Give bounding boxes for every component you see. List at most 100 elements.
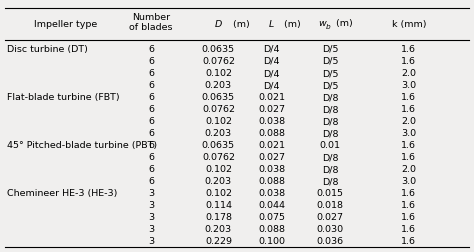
Text: 6: 6: [148, 117, 154, 125]
Text: 6: 6: [148, 81, 154, 90]
Text: 0.203: 0.203: [205, 129, 232, 138]
Text: b: b: [325, 24, 330, 30]
Text: D/4: D/4: [264, 45, 280, 54]
Text: 1.6: 1.6: [401, 45, 416, 54]
Text: 1.6: 1.6: [401, 57, 416, 66]
Text: (m): (m): [333, 19, 353, 28]
Text: 0.0762: 0.0762: [202, 57, 235, 66]
Text: 0.0635: 0.0635: [202, 45, 235, 54]
Text: D/8: D/8: [322, 129, 338, 138]
Text: 1.6: 1.6: [401, 212, 416, 222]
Text: 3: 3: [148, 212, 154, 222]
Text: 1.6: 1.6: [401, 236, 416, 245]
Text: Number: Number: [132, 13, 170, 22]
Text: 6: 6: [148, 129, 154, 138]
Text: L: L: [269, 20, 274, 29]
Text: D: D: [215, 20, 222, 29]
Text: 0.088: 0.088: [258, 225, 285, 233]
Text: 0.0762: 0.0762: [202, 105, 235, 114]
Text: 6: 6: [148, 105, 154, 114]
Text: 1.6: 1.6: [401, 141, 416, 149]
Text: 0.038: 0.038: [258, 188, 285, 198]
Text: Impeller type: Impeller type: [34, 20, 97, 29]
Text: 6: 6: [148, 93, 154, 102]
Text: w: w: [318, 19, 326, 28]
Text: 0.114: 0.114: [205, 201, 232, 209]
Text: 0.038: 0.038: [258, 165, 285, 174]
Text: 3: 3: [148, 201, 154, 209]
Text: 6: 6: [148, 177, 154, 185]
Text: 0.102: 0.102: [205, 165, 232, 174]
Text: 6: 6: [148, 141, 154, 149]
Text: 2.0: 2.0: [401, 69, 416, 78]
Text: 3.0: 3.0: [401, 129, 417, 138]
Text: D/5: D/5: [322, 69, 338, 78]
Text: 0.021: 0.021: [258, 141, 285, 149]
Text: 0.178: 0.178: [205, 212, 232, 222]
Text: of blades: of blades: [129, 23, 173, 32]
Text: k (mm): k (mm): [392, 20, 426, 29]
Text: D/8: D/8: [322, 117, 338, 125]
Text: 6: 6: [148, 69, 154, 78]
Text: 1.6: 1.6: [401, 201, 416, 209]
Text: D/8: D/8: [322, 177, 338, 185]
Text: 0.203: 0.203: [205, 177, 232, 185]
Text: 0.030: 0.030: [316, 225, 344, 233]
Text: 0.027: 0.027: [258, 152, 285, 162]
Text: D/4: D/4: [264, 57, 280, 66]
Text: 6: 6: [148, 165, 154, 174]
Text: 0.088: 0.088: [258, 177, 285, 185]
Text: 3.0: 3.0: [401, 81, 417, 90]
Text: 2.0: 2.0: [401, 117, 416, 125]
Text: D/8: D/8: [322, 165, 338, 174]
Text: D/5: D/5: [322, 45, 338, 54]
Text: Flat-blade turbine (FBT): Flat-blade turbine (FBT): [7, 93, 120, 102]
Text: 0.044: 0.044: [258, 201, 285, 209]
Text: D/8: D/8: [322, 93, 338, 102]
Text: 0.102: 0.102: [205, 188, 232, 198]
Text: 6: 6: [148, 57, 154, 66]
Text: 0.018: 0.018: [317, 201, 343, 209]
Text: 0.021: 0.021: [258, 93, 285, 102]
Text: 0.027: 0.027: [317, 212, 343, 222]
Text: 1.6: 1.6: [401, 225, 416, 233]
Text: D/4: D/4: [264, 81, 280, 90]
Text: 0.0762: 0.0762: [202, 152, 235, 162]
Text: 0.015: 0.015: [317, 188, 343, 198]
Text: 0.0635: 0.0635: [202, 93, 235, 102]
Text: D/8: D/8: [322, 152, 338, 162]
Text: 3: 3: [148, 225, 154, 233]
Text: 0.100: 0.100: [258, 236, 285, 245]
Text: D/5: D/5: [322, 81, 338, 90]
Text: 6: 6: [148, 152, 154, 162]
Text: 0.102: 0.102: [205, 69, 232, 78]
Text: 0.203: 0.203: [205, 225, 232, 233]
Text: 0.102: 0.102: [205, 117, 232, 125]
Text: 0.0635: 0.0635: [202, 141, 235, 149]
Text: 0.036: 0.036: [316, 236, 344, 245]
Text: 45° Pitched-blade turbine (PBT): 45° Pitched-blade turbine (PBT): [7, 141, 157, 149]
Text: 3.0: 3.0: [401, 177, 417, 185]
Text: 0.027: 0.027: [258, 105, 285, 114]
Text: Chemineer HE-3 (HE-3): Chemineer HE-3 (HE-3): [7, 188, 118, 198]
Text: (m): (m): [281, 20, 301, 29]
Text: Disc turbine (DT): Disc turbine (DT): [7, 45, 88, 54]
Text: 1.6: 1.6: [401, 105, 416, 114]
Text: 1.6: 1.6: [401, 152, 416, 162]
Text: 1.6: 1.6: [401, 93, 416, 102]
Text: (m): (m): [230, 20, 250, 29]
Text: 6: 6: [148, 45, 154, 54]
Text: D/4: D/4: [264, 69, 280, 78]
Text: 0.203: 0.203: [205, 81, 232, 90]
Text: D/8: D/8: [322, 105, 338, 114]
Text: 0.01: 0.01: [319, 141, 340, 149]
Text: 1.6: 1.6: [401, 188, 416, 198]
Text: 0.038: 0.038: [258, 117, 285, 125]
Text: D/5: D/5: [322, 57, 338, 66]
Text: 0.229: 0.229: [205, 236, 232, 245]
Text: 0.075: 0.075: [258, 212, 285, 222]
Text: 0.088: 0.088: [258, 129, 285, 138]
Text: 2.0: 2.0: [401, 165, 416, 174]
Text: 3: 3: [148, 188, 154, 198]
Text: 3: 3: [148, 236, 154, 245]
